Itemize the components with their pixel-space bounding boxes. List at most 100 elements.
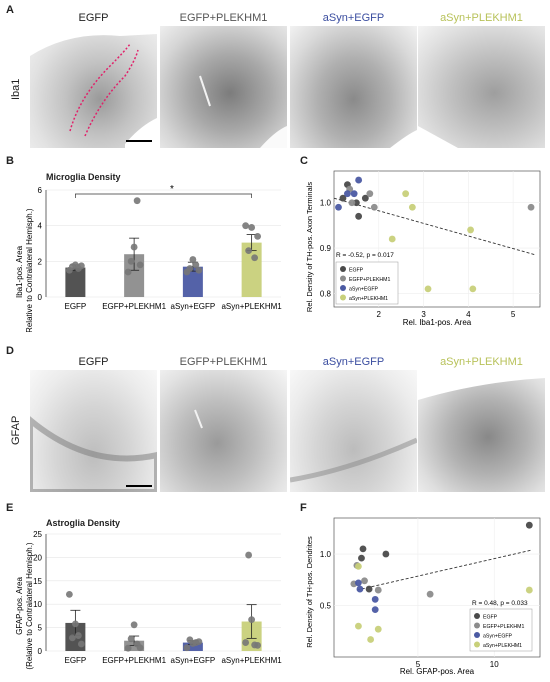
trend-line	[356, 549, 533, 591]
panel-d-col-title-4: aSyn+PLEKHM1	[440, 356, 523, 368]
data-point	[192, 261, 200, 269]
panel-c-stat: R = -0.52, p = 0.017	[336, 252, 394, 259]
panel-c-chart: 0.8 0.9 1.0 2 3 4 5 EGFP EGFP+PLEKHM1 aSyn+EGFP aS…	[305, 170, 541, 327]
legend-label: aSyn+PLEKHM1	[483, 643, 522, 649]
data-point	[77, 262, 85, 270]
panel-b-title: Microglia Density	[46, 172, 121, 182]
panel-c-xlabel: Rel. Iba1-pos. Area	[403, 318, 472, 327]
panel-c-label: C	[300, 155, 308, 167]
x-tick-label: EGFP+PLEKHM1	[102, 656, 166, 665]
y-tick-label: 20	[33, 553, 42, 562]
y-tick-label: 4	[38, 222, 43, 231]
panel-f-chart: 0.5 1.0 5 10 EGFP EGFP+PLEKHM1 aSyn+EGFP aSyn+P…	[305, 517, 541, 676]
micrograph-iba1-asyn-egfp	[290, 26, 417, 148]
legend-label: aSyn+EGFP	[483, 634, 513, 640]
scatter-point	[408, 203, 416, 211]
y-tick-label: 1.0	[320, 550, 332, 559]
y-tick-label: 1.0	[320, 199, 332, 208]
x-tick-label: 10	[490, 660, 499, 669]
y-tick-label: 6	[38, 186, 43, 195]
panel-f-ylabel: Rel. Density of TH-pos. Dendrites	[305, 536, 314, 648]
panel-b-chart: 0 2 4 6 EGFP EGFP+PLEKHM1 aSyn+EGFP aSyn+PLEKHM…	[15, 184, 282, 332]
data-point	[248, 224, 256, 231]
micrograph-gfap-egfp	[30, 370, 157, 492]
scatter-point	[350, 190, 358, 198]
scatter-point	[356, 585, 364, 593]
y-tick-label: 0.5	[320, 602, 332, 611]
data-point	[242, 639, 250, 646]
scatter-point	[355, 212, 363, 220]
scatter-point	[344, 190, 351, 198]
y-tick-label: 0.8	[320, 289, 332, 298]
x-tick-label: aSyn+PLEKHM1	[221, 656, 282, 665]
y-tick-label: 0	[38, 647, 43, 656]
scatter-point	[355, 562, 362, 570]
data-point	[71, 620, 79, 628]
scatter-point	[365, 585, 373, 593]
data-point	[77, 640, 85, 648]
panel-d-label: D	[6, 345, 14, 357]
data-point	[183, 644, 191, 652]
scatter-point	[361, 194, 369, 202]
data-point	[251, 254, 259, 262]
legend-swatch	[340, 294, 346, 301]
x-tick-label: 4	[466, 310, 471, 319]
panel-d-row-label: GFAP	[10, 415, 22, 445]
data-point	[136, 261, 144, 269]
data-point	[127, 257, 135, 265]
scatter-point	[367, 636, 375, 643]
y-tick-label: 10	[33, 600, 42, 609]
bar-0	[65, 267, 86, 297]
scatter-point	[335, 203, 342, 211]
panel-b-ylabel-1: Iba1-pos. Area	[15, 245, 24, 298]
significance-bracket	[75, 193, 252, 198]
scatter-point	[355, 579, 362, 587]
panel-e-ylabel-1: GFAP-pos. Area	[15, 577, 24, 635]
panel-f-label: F	[300, 502, 307, 514]
data-point	[195, 266, 203, 274]
x-tick-label: 3	[421, 310, 426, 319]
data-point	[65, 590, 73, 598]
scatter-point	[374, 625, 382, 633]
panel-e-title: Astroglia Density	[46, 518, 121, 528]
scatter-point	[382, 550, 390, 558]
panel-c-ylabel: Rel. Density of TH-pos. Axon Terminals	[305, 182, 314, 312]
scatter-point	[426, 590, 434, 598]
scatter-point	[355, 176, 363, 184]
data-point	[130, 621, 138, 629]
legend-swatch	[474, 641, 480, 648]
panel-a-col-title-2: EGFP+PLEKHM1	[179, 12, 268, 24]
panel-a-row-label: Iba1	[10, 78, 22, 100]
micrograph-iba1-egfp-plekhm1	[160, 26, 287, 148]
scatter-point	[370, 203, 378, 211]
data-point	[130, 243, 138, 251]
y-tick-label: 25	[33, 530, 42, 539]
data-point	[124, 268, 132, 276]
data-point	[133, 197, 141, 205]
x-tick-label: 2	[377, 310, 382, 319]
scatter-point	[374, 586, 382, 594]
legend-swatch	[340, 275, 346, 282]
micrograph-gfap-asyn-plekhm1	[418, 370, 545, 492]
data-point	[245, 247, 253, 255]
y-tick-label: 5	[38, 624, 43, 633]
scatter-point	[525, 586, 533, 594]
data-point	[248, 616, 256, 624]
panel-d-col-title-2: EGFP+PLEKHM1	[179, 356, 268, 368]
panel-b-label: B	[6, 155, 14, 167]
scatter-point	[339, 194, 347, 202]
legend-swatch	[474, 622, 480, 629]
bar-1	[124, 640, 145, 651]
data-point	[186, 265, 194, 272]
x-tick-label: 5	[416, 660, 421, 669]
trend-line	[333, 197, 536, 256]
x-tick-label: aSyn+EGFP	[171, 302, 216, 311]
data-point	[68, 634, 76, 642]
y-tick-label: 2	[38, 257, 43, 266]
x-tick-label: EGFP+PLEKHM1	[102, 302, 166, 311]
plot-frame	[333, 517, 541, 658]
x-tick-label: aSyn+EGFP	[171, 656, 216, 665]
legend-label: aSyn+PLEKHM1	[349, 296, 388, 302]
scatter-point	[359, 545, 367, 553]
scatter-point	[527, 203, 535, 211]
